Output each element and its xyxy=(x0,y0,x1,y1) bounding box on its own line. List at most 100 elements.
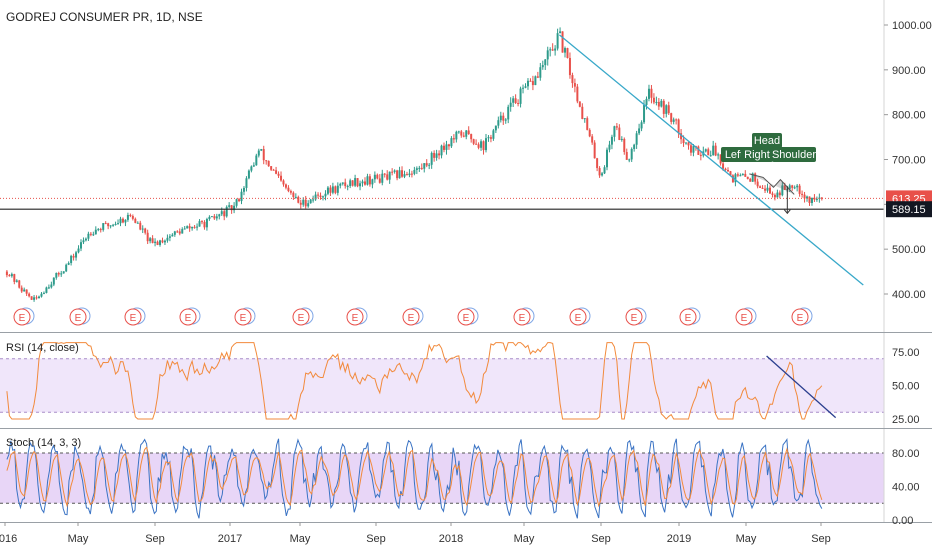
candle[interactable] xyxy=(312,195,315,203)
stoch-k-line[interactable] xyxy=(6,437,823,519)
candle[interactable] xyxy=(181,227,184,234)
candle[interactable] xyxy=(803,191,806,203)
candle[interactable] xyxy=(714,142,717,157)
candle[interactable] xyxy=(146,229,149,245)
candle[interactable] xyxy=(324,190,327,201)
candle[interactable] xyxy=(183,225,186,230)
candle[interactable] xyxy=(154,238,157,247)
candle[interactable] xyxy=(410,170,413,178)
candle[interactable] xyxy=(70,254,73,266)
candle[interactable] xyxy=(210,216,213,218)
stoch-pane[interactable] xyxy=(0,437,884,519)
candle[interactable] xyxy=(28,292,31,298)
candle[interactable] xyxy=(492,128,495,141)
candle[interactable] xyxy=(134,217,137,224)
candle[interactable] xyxy=(578,101,581,108)
candle[interactable] xyxy=(808,196,811,206)
candle[interactable] xyxy=(112,223,115,227)
candle[interactable] xyxy=(697,145,700,155)
candle[interactable] xyxy=(299,199,302,209)
candle[interactable] xyxy=(294,193,297,199)
earnings-marker[interactable]: E xyxy=(791,307,813,326)
earnings-marker[interactable]: E xyxy=(346,307,368,326)
earnings-marker[interactable]: E xyxy=(13,307,35,326)
candle[interactable] xyxy=(820,197,823,201)
candle[interactable] xyxy=(618,124,621,141)
candle[interactable] xyxy=(292,191,295,200)
candle[interactable] xyxy=(45,286,48,294)
candle[interactable] xyxy=(727,167,730,173)
candle[interactable] xyxy=(598,166,601,178)
candle[interactable] xyxy=(203,220,206,230)
candle[interactable] xyxy=(270,165,273,172)
candle[interactable] xyxy=(709,150,712,157)
candle[interactable] xyxy=(75,250,78,261)
candle[interactable] xyxy=(719,154,722,166)
candle[interactable] xyxy=(815,196,818,202)
candle[interactable] xyxy=(235,198,238,208)
candle[interactable] xyxy=(257,148,260,158)
candle[interactable] xyxy=(351,180,354,187)
pattern-label-left[interactable]: Left xyxy=(721,147,747,162)
candle[interactable] xyxy=(788,183,791,192)
candle[interactable] xyxy=(38,295,41,299)
candle[interactable] xyxy=(522,84,525,94)
candle[interactable] xyxy=(156,240,159,246)
candle[interactable] xyxy=(425,159,428,168)
candle[interactable] xyxy=(608,140,611,153)
candle[interactable] xyxy=(10,272,13,278)
candle[interactable] xyxy=(685,142,688,145)
candle[interactable] xyxy=(215,213,218,221)
candle[interactable] xyxy=(761,185,764,189)
candle[interactable] xyxy=(218,213,221,220)
candle[interactable] xyxy=(304,195,307,209)
candle[interactable] xyxy=(398,166,401,179)
candle[interactable] xyxy=(415,166,418,175)
candle[interactable] xyxy=(171,233,174,237)
candle[interactable] xyxy=(141,225,144,234)
candle[interactable] xyxy=(751,172,754,182)
candle[interactable] xyxy=(55,272,58,280)
candle[interactable] xyxy=(15,279,18,283)
candle[interactable] xyxy=(746,176,749,180)
candle[interactable] xyxy=(282,179,285,187)
candle[interactable] xyxy=(509,97,512,112)
candle[interactable] xyxy=(284,183,287,190)
candle[interactable] xyxy=(361,179,364,187)
candle[interactable] xyxy=(378,174,381,184)
candle[interactable] xyxy=(124,219,127,227)
candle[interactable] xyxy=(778,190,781,199)
candle[interactable] xyxy=(25,289,28,296)
candle[interactable] xyxy=(188,223,191,232)
candle[interactable] xyxy=(465,129,468,140)
candle[interactable] xyxy=(455,130,458,143)
candle[interactable] xyxy=(376,173,379,180)
candle[interactable] xyxy=(534,75,537,86)
candle[interactable] xyxy=(89,231,92,237)
candle[interactable] xyxy=(583,118,586,123)
candle[interactable] xyxy=(610,134,613,150)
candle[interactable] xyxy=(265,160,268,165)
candle[interactable] xyxy=(99,227,102,233)
candle[interactable] xyxy=(586,116,589,131)
candle[interactable] xyxy=(178,228,181,236)
candle[interactable] xyxy=(225,205,228,218)
candle[interactable] xyxy=(205,217,208,231)
candle[interactable] xyxy=(573,78,576,93)
candle[interactable] xyxy=(166,234,169,243)
candle[interactable] xyxy=(497,116,500,129)
candle[interactable] xyxy=(388,171,391,184)
candle[interactable] xyxy=(443,142,446,153)
candle[interactable] xyxy=(401,166,404,178)
candle[interactable] xyxy=(84,237,87,242)
candle[interactable] xyxy=(776,189,779,198)
earnings-marker[interactable]: E xyxy=(735,307,757,326)
candle[interactable] xyxy=(42,291,45,295)
candle[interactable] xyxy=(796,183,799,192)
candle[interactable] xyxy=(102,223,105,232)
candle[interactable] xyxy=(247,169,250,180)
candle[interactable] xyxy=(507,104,510,124)
candle[interactable] xyxy=(571,72,574,88)
candle[interactable] xyxy=(707,147,710,156)
candle[interactable] xyxy=(741,173,744,176)
